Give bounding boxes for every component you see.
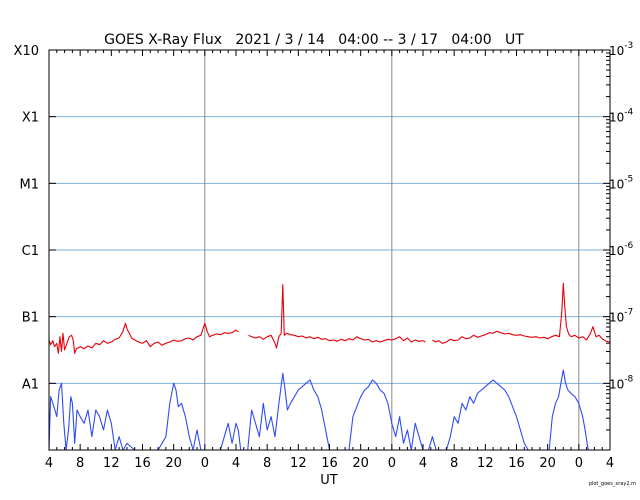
right-axis-label-exponent: -6 xyxy=(624,241,633,251)
x-tick-label: 8 xyxy=(450,456,458,471)
left-axis-label-x1: X1 xyxy=(22,111,39,126)
right-axis-label--3: 10-3 xyxy=(609,41,633,58)
day-boundary-lines xyxy=(204,50,580,450)
right-axis-label-base: 10 xyxy=(609,244,624,258)
x-axis-label: UT xyxy=(320,473,338,488)
x-tick-label: 8 xyxy=(263,456,271,471)
x-tick-label: 16 xyxy=(134,456,151,471)
right-axis-label-exponent: -7 xyxy=(624,308,633,318)
right-axis-label-base: 10 xyxy=(609,311,624,325)
x-tick-label: 12 xyxy=(290,456,307,471)
left-axis-label-m1: M1 xyxy=(20,177,40,192)
right-axis-label-exponent: -8 xyxy=(624,374,633,384)
left-axis-label-x10: X10 xyxy=(14,44,39,59)
right-axis-label-exponent: -4 xyxy=(624,108,633,118)
right-axis-label-base: 10 xyxy=(609,111,624,125)
series-lines xyxy=(48,282,611,451)
x-tick-label: 4 xyxy=(419,456,427,471)
x-tick-label: 12 xyxy=(103,456,120,471)
x-tick-label: 8 xyxy=(76,456,84,471)
right-axis-label-exponent: -3 xyxy=(624,41,633,51)
x-tick-label: 0 xyxy=(201,456,209,471)
left-axis-label-b1: B1 xyxy=(22,311,39,326)
x-tick-label: 20 xyxy=(352,456,369,471)
x-tick-label: 16 xyxy=(508,456,525,471)
right-axis-label-exponent: -5 xyxy=(624,174,633,184)
left-axis-label-c1: C1 xyxy=(22,244,39,259)
x-tick-label: 4 xyxy=(45,456,53,471)
left-axis-labels: A1 B1 C1 M1 X1 X10 xyxy=(14,44,39,392)
right-axis-label-base: 10 xyxy=(609,177,624,191)
right-axis-labels: 10-810-710-610-510-410-3 xyxy=(609,41,634,391)
plot-credit: plot_goes_xray2.m xyxy=(589,481,636,487)
right-axis-label-base: 10 xyxy=(609,377,624,391)
x-tick-label: 16 xyxy=(321,456,338,471)
x-tick-label: 0 xyxy=(575,456,583,471)
x-tick-label: 20 xyxy=(165,456,182,471)
right-axis-label--6: 10-6 xyxy=(609,241,634,258)
left-axis-label-a1: A1 xyxy=(22,377,39,392)
axis-ticks xyxy=(48,50,611,451)
grid-lines xyxy=(49,116,610,384)
x-tick-label: 20 xyxy=(539,456,556,471)
right-axis-label--5: 10-5 xyxy=(609,174,633,191)
x-tick-label: 12 xyxy=(477,456,494,471)
long-flux-series xyxy=(48,282,611,354)
x-tick-label: 4 xyxy=(606,456,614,471)
right-axis-label-base: 10 xyxy=(609,44,624,58)
right-axis-label--8: 10-8 xyxy=(609,374,634,391)
right-axis-label--7: 10-7 xyxy=(609,308,633,325)
chart-title: GOES X-Ray Flux 2021 / 3 / 14 04:00 -- 3… xyxy=(104,32,524,48)
short-flux-series xyxy=(48,369,589,451)
right-axis-label--4: 10-4 xyxy=(609,108,634,125)
x-tick-label: 0 xyxy=(388,456,396,471)
x-tick-labels: 4 8 12 16 20 0 4 8 12 16 20 0 4 8 12 16 20 0 4 xyxy=(45,456,614,471)
x-tick-label: 4 xyxy=(232,456,240,471)
